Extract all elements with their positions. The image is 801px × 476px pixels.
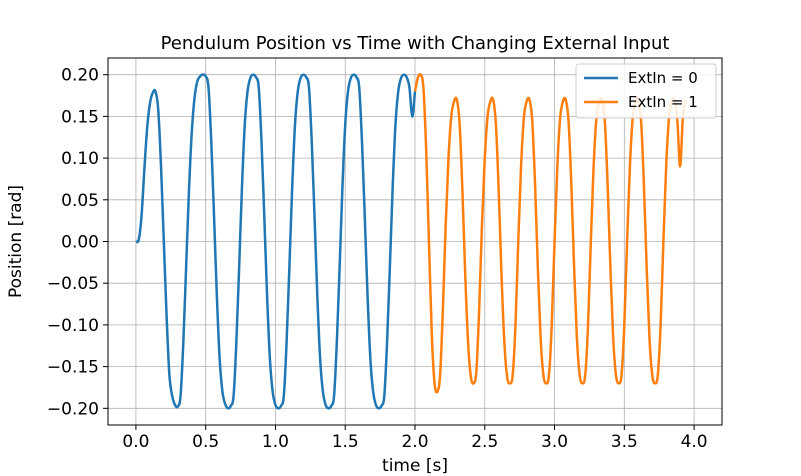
y-tick-label: −0.20 — [47, 399, 99, 419]
x-tick-label: 3.0 — [541, 432, 568, 452]
y-tick-label: 0.00 — [61, 233, 99, 253]
grid-layer — [108, 58, 722, 425]
x-tick-label: 4.0 — [681, 432, 708, 452]
x-tick-label: 2.0 — [401, 432, 428, 452]
legend-label-extin-0: ExtIn = 0 — [628, 69, 698, 87]
y-tick-label: 0.20 — [61, 66, 99, 86]
x-tick-label: 0.5 — [192, 432, 219, 452]
y-tick-label: 0.15 — [61, 107, 99, 127]
x-axis-title: time [s] — [382, 456, 448, 476]
series-line-1 — [413, 72, 687, 394]
x-tick-label: 0.0 — [122, 432, 149, 452]
y-axis-title: Position [rad] — [6, 185, 26, 298]
y-tick-label: 0.10 — [61, 149, 99, 169]
y-tick-label: −0.15 — [47, 358, 99, 378]
x-tick-label: 1.0 — [262, 432, 289, 452]
y-tick-label: 0.05 — [61, 191, 99, 211]
legend: ExtIn = 0 ExtIn = 1 — [575, 63, 717, 119]
legend-label-extin-1: ExtIn = 1 — [628, 93, 698, 111]
x-tick-label: 2.5 — [471, 432, 498, 452]
x-tick-label: 3.5 — [611, 432, 638, 452]
x-tick-label: 1.5 — [332, 432, 359, 452]
tick-layer: 0.0 0.5 1.0 1.5 2.0 2.5 3.0 3.5 4.0 −0.20 −0.15 −0.… — [47, 66, 708, 452]
series-line-0 — [135, 73, 417, 410]
y-tick-label: −0.05 — [47, 274, 99, 294]
y-tick-label: −0.10 — [47, 316, 99, 336]
chart-title: Pendulum Position vs Time with Changing … — [161, 33, 670, 54]
